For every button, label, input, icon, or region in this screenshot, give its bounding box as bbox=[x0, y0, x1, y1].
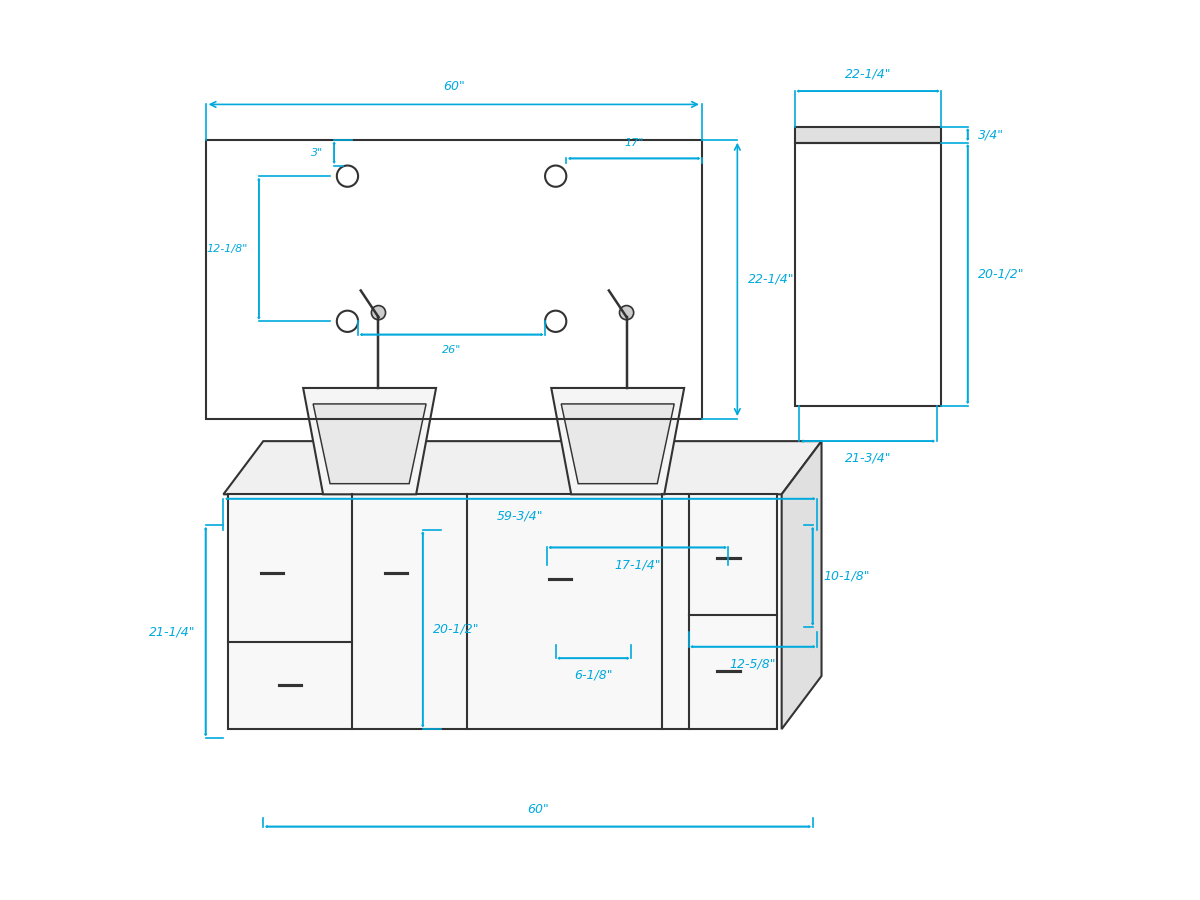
Text: 3/4": 3/4" bbox=[978, 128, 1004, 141]
Text: 17": 17" bbox=[624, 138, 644, 148]
Polygon shape bbox=[781, 441, 822, 729]
Bar bbox=[794, 142, 941, 406]
Text: 17-1/4": 17-1/4" bbox=[614, 558, 661, 572]
Text: 60": 60" bbox=[527, 803, 548, 816]
Polygon shape bbox=[562, 404, 674, 483]
Text: 22-1/4": 22-1/4" bbox=[845, 68, 892, 80]
Text: 59-3/4": 59-3/4" bbox=[497, 509, 544, 522]
Bar bbox=[794, 127, 941, 142]
Polygon shape bbox=[551, 388, 684, 494]
Text: 20-1/2": 20-1/2" bbox=[978, 267, 1025, 281]
Bar bbox=[205, 140, 702, 419]
Text: 21-1/4": 21-1/4" bbox=[149, 626, 196, 638]
Text: 3": 3" bbox=[311, 148, 324, 157]
Text: 6-1/8": 6-1/8" bbox=[574, 669, 613, 682]
Polygon shape bbox=[223, 441, 822, 494]
Polygon shape bbox=[313, 404, 426, 483]
Polygon shape bbox=[304, 388, 436, 494]
Text: 22-1/4": 22-1/4" bbox=[748, 273, 794, 286]
Text: 21-3/4": 21-3/4" bbox=[845, 452, 892, 464]
Text: 10-1/8": 10-1/8" bbox=[823, 570, 870, 583]
Text: 26": 26" bbox=[442, 346, 461, 356]
Text: 20-1/2": 20-1/2" bbox=[433, 623, 480, 636]
Text: 12-5/8": 12-5/8" bbox=[730, 657, 776, 670]
Circle shape bbox=[619, 306, 634, 319]
Text: 12-1/8": 12-1/8" bbox=[206, 244, 248, 254]
Bar bbox=[228, 494, 778, 729]
Text: 60": 60" bbox=[443, 80, 464, 93]
Circle shape bbox=[371, 306, 385, 319]
